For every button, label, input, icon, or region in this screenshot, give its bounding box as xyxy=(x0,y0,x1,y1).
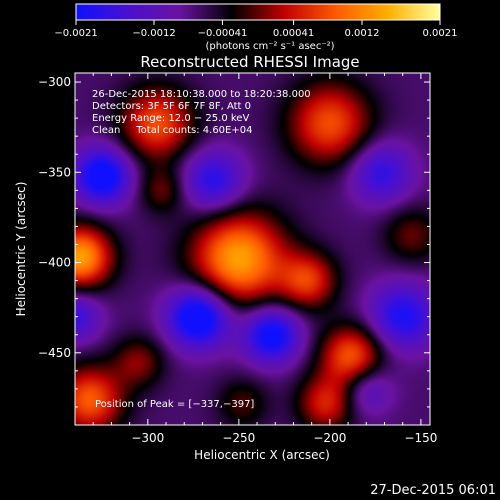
x-tick-label: −200 xyxy=(313,431,346,445)
footer-timestamp: 27-Dec-2015 06:01 xyxy=(370,483,496,498)
y-tick-label: −400 xyxy=(38,256,71,270)
info-line-clean: Clean Total counts: 4.60E+04 xyxy=(92,125,252,136)
colorbar-tick-label: 0.0012 xyxy=(345,28,380,39)
colorbar-ticks: −0.0021 −0.0012 −0.00041 0.00041 0.0012 0.002… xyxy=(54,20,458,39)
y-tick-label: −350 xyxy=(38,165,71,179)
y-tick-label: −450 xyxy=(38,346,71,360)
x-tick-label: −250 xyxy=(222,431,255,445)
y-axis-label: Heliocentric Y (arcsec) xyxy=(14,182,28,317)
y-axis-ticks: −300 −350 −400 −450 xyxy=(38,75,430,426)
colorbar-units: (photons cm⁻² s⁻¹ asec⁻²) xyxy=(205,41,334,52)
y-tick-label: −300 xyxy=(38,75,71,89)
info-line-energy: Energy Range: 12.0 − 25.0 keV xyxy=(92,113,249,124)
info-line-time: 26-Dec-2015 18:10:38.000 to 18:20:38.000 xyxy=(92,89,311,100)
colorbar-tick-label: 0.0021 xyxy=(423,28,458,39)
heatmap-image xyxy=(75,73,430,425)
x-tick-label: −300 xyxy=(131,431,164,445)
info-line-detectors: Detectors: 3F 5F 6F 7F 8F, Att 0 xyxy=(92,101,251,112)
x-axis-ticks: −300 −250 −200 −150 xyxy=(74,73,437,445)
info-block: 26-Dec-2015 18:10:38.000 to 18:20:38.000… xyxy=(92,89,311,136)
plot-frame xyxy=(74,72,431,426)
peak-position-label: Position of Peak = [−337,−397] xyxy=(95,399,254,410)
colorbar-tick-label: 0.00041 xyxy=(273,28,314,39)
x-axis-label: Heliocentric X (arcsec) xyxy=(194,448,330,462)
colorbar xyxy=(75,3,441,21)
colorbar-tick-label: −0.0012 xyxy=(132,28,175,39)
colorbar-tick-label: −0.00041 xyxy=(198,28,248,39)
colorbar-tick-label: −0.0021 xyxy=(54,28,97,39)
x-tick-label: −150 xyxy=(404,431,437,445)
chart-title: Reconstructed RHESSI Image xyxy=(140,53,359,71)
